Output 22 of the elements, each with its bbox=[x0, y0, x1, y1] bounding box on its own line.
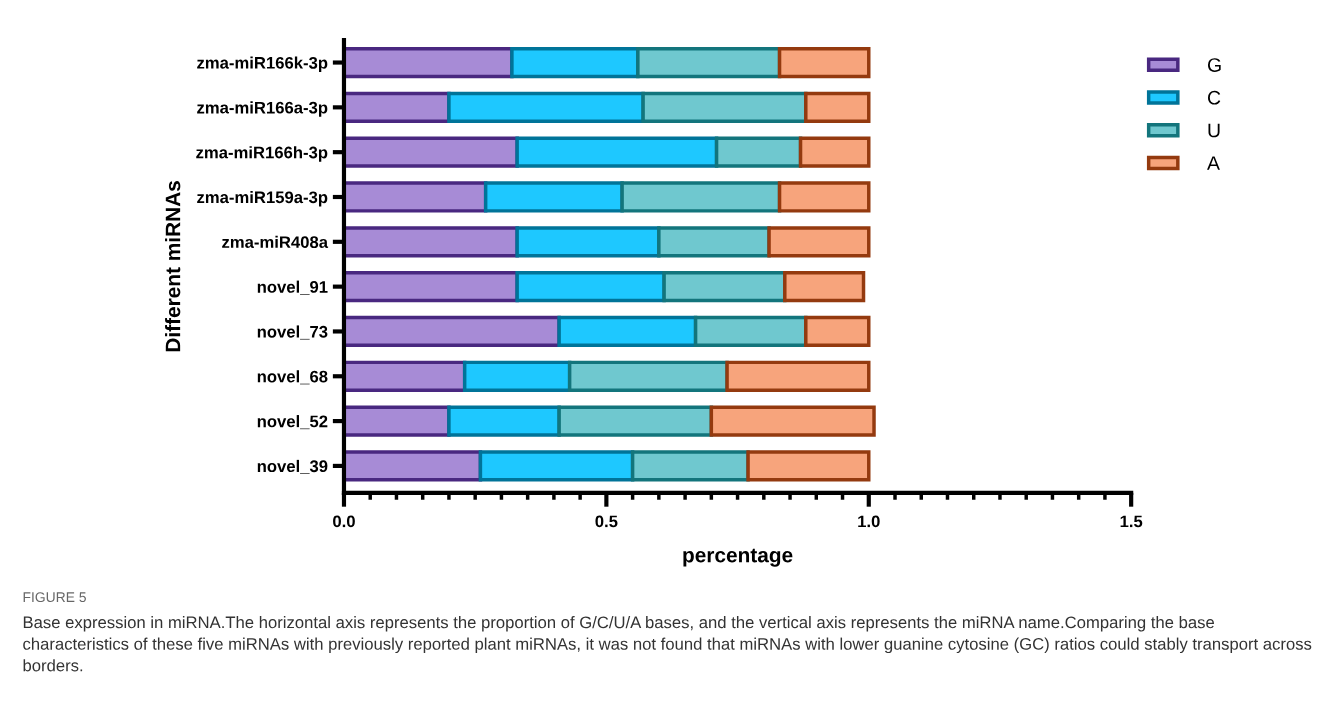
y-tick-label: zma-miR159a-3p bbox=[197, 190, 328, 207]
y-axis-title: Different miRNAs bbox=[165, 181, 181, 352]
x-tick-label: 1.5 bbox=[1120, 515, 1143, 528]
text: Base expression in miRNA.The horizontal axis represents the proportion of G/C/U/A bases, and the vertical axis represents the miRNA name.Comparing the base characteristics of these five miRNAs with previously reported plant miRNAs, it was not found that miRNAs with lower guanine cytosine (GC) ratios could stably transport across borders. bbox=[23, 616, 1312, 672]
legend-label: G bbox=[1207, 58, 1221, 72]
y-tick-label: novel_68 bbox=[257, 370, 328, 385]
y-tick-label: novel_91 bbox=[257, 280, 328, 295]
y-tick-label: zma-miR408a bbox=[222, 235, 329, 249]
x-tick-label: 0.5 bbox=[595, 515, 618, 528]
y-tick-label: zma-miR166h-3p bbox=[196, 146, 328, 162]
y-tick-label: zma-miR166k-3p bbox=[197, 56, 328, 73]
x-axis-title: percentage bbox=[683, 548, 793, 567]
caption: FIGURE 5 bbox=[23, 592, 86, 603]
y-tick-label: novel_39 bbox=[257, 459, 328, 474]
y-tick-label: novel_52 bbox=[257, 415, 328, 430]
x-tick-label: 1.0 bbox=[858, 515, 880, 528]
legend-label: U bbox=[1208, 123, 1220, 138]
y-tick-label: zma-miR166a-3p bbox=[197, 101, 328, 117]
y-tick-label: novel_73 bbox=[257, 325, 328, 340]
legend-label: A bbox=[1207, 156, 1220, 170]
legend-label: C bbox=[1207, 90, 1221, 105]
x-tick-label: 0.0 bbox=[333, 515, 355, 528]
